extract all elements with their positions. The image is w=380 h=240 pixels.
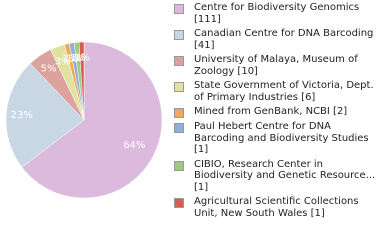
- legend-item: CIBIO, Research Center in Biodiversity a…: [172, 159, 377, 194]
- legend-item: University of Malaya, Museum of Zoology …: [172, 54, 377, 77]
- legend-item: Mined from GenBank, NCBI [2]: [172, 106, 377, 118]
- legend-label: Paul Hebert Centre for DNA Barcoding and…: [194, 121, 369, 155]
- pie-slice: [78, 41, 85, 121]
- slice-label: 1%: [62, 54, 78, 65]
- pie-slice: [21, 41, 163, 199]
- slice-label: 64%: [123, 140, 145, 151]
- slice-label: 1%: [66, 53, 82, 64]
- legend-item: Centre for Biodiversity Genomics [111]: [172, 2, 377, 25]
- legend-label: Agricultural Scientific Collections Unit…: [194, 196, 359, 219]
- legend: Centre for Biodiversity Genomics [111] Ca…: [172, 2, 377, 219]
- pie-area: 64% 23% 5%3%1%1%1%1%: [5, 41, 163, 199]
- legend-label: CIBIO, Research Center in Biodiversity a…: [194, 158, 376, 193]
- legend-label: Centre for Biodiversity Genomics [111]: [194, 2, 360, 25]
- slice-label: 3%: [55, 56, 71, 67]
- legend-swatch: [174, 30, 184, 40]
- legend-item: Canadian Centre for DNA Barcoding [41]: [172, 28, 377, 51]
- legend-swatch: [174, 160, 184, 171]
- slice-label: 23%: [11, 110, 33, 121]
- slice-label: 1%: [70, 53, 86, 64]
- legend-label: Canadian Centre for DNA Barcoding [41]: [194, 28, 374, 51]
- pie-slice: [5, 63, 85, 168]
- legend-label: State Government of Victoria, Dept. of P…: [194, 80, 374, 103]
- legend-swatch: [174, 56, 184, 66]
- legend-swatch: [174, 198, 184, 208]
- legend-swatch: [174, 108, 184, 118]
- slice-label: 5%: [41, 64, 57, 75]
- legend-swatch: [174, 4, 184, 14]
- legend-label: Mined from GenBank, NCBI [2]: [194, 106, 348, 117]
- legend-item: Paul Hebert Centre for DNA Barcoding and…: [172, 121, 377, 156]
- legend-label: University of Malaya, Museum of Zoology …: [194, 54, 358, 77]
- legend-item: Agricultural Scientific Collections Unit…: [172, 196, 377, 219]
- legend-item: State Government of Victoria, Dept. of P…: [172, 80, 377, 103]
- legend-swatch: [174, 82, 184, 92]
- slice-label: 1%: [74, 53, 90, 64]
- legend-swatch: [174, 123, 184, 133]
